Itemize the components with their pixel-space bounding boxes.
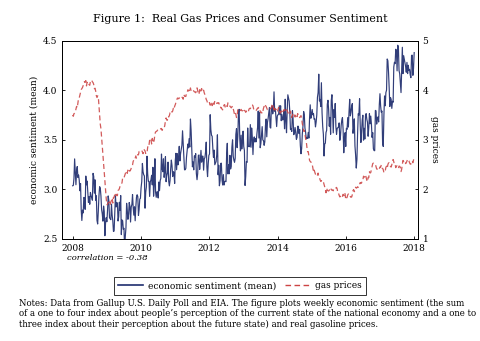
Y-axis label: economic sentiment (mean): economic sentiment (mean)	[30, 76, 39, 204]
Text: Figure 1:  Real Gas Prices and Consumer Sentiment: Figure 1: Real Gas Prices and Consumer S…	[0, 340, 1, 341]
Text: Notes:: Notes:	[0, 340, 1, 341]
Y-axis label: gas prices: gas prices	[431, 116, 440, 163]
Text: Figure 1:  Real Gas Prices and Consumer Sentiment: Figure 1: Real Gas Prices and Consumer S…	[93, 14, 387, 24]
Text: Notes: Data from Gallup U.S. Daily Poll and EIA. The figure plots weekly economi: Notes: Data from Gallup U.S. Daily Poll …	[19, 299, 476, 329]
Legend: economic sentiment (mean), gas prices: economic sentiment (mean), gas prices	[114, 277, 366, 295]
Text: correlation = -0.38: correlation = -0.38	[67, 254, 148, 262]
Text: Data from Gallup U.S. Daily Poll and EIA. The figure plots weekly economic senti: Data from Gallup U.S. Daily Poll and EIA…	[0, 340, 1, 341]
Text: Notes: Data from Gallup U.S. Daily Poll and EIA. The figure plots weekly economi: Notes: Data from Gallup U.S. Daily Poll …	[0, 340, 1, 341]
